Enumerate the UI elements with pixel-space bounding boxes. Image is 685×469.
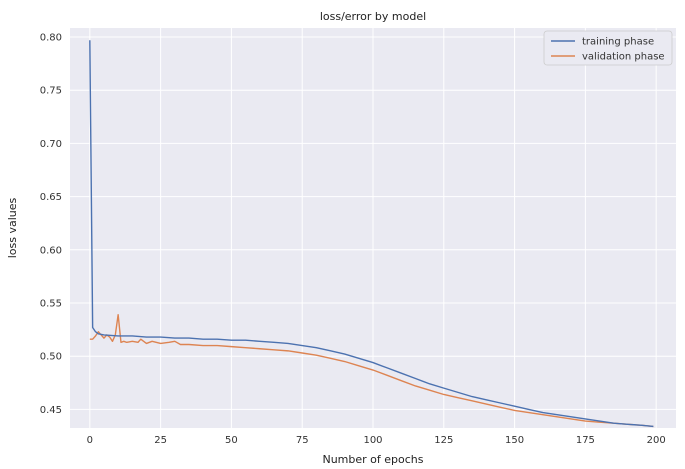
legend-box [543,30,673,66]
x-tick-label: 125 [434,435,453,446]
chart-title: loss/error by model [320,10,426,23]
y-tick-label: 0.45 [40,405,62,416]
legend: training phase validation phase [543,30,673,66]
x-tick-label: 200 [647,435,666,446]
x-axis-label: Number of epochs [322,453,423,466]
y-tick-label: 0.70 [40,139,62,150]
legend-label-validation: validation phase [582,52,665,63]
y-tick-label: 0.60 [40,245,62,256]
y-tick-label: 0.80 [40,33,62,44]
x-tick-label: 25 [154,435,167,446]
y-tick-label: 0.50 [40,352,62,363]
y-axis-label: loss values [6,197,19,258]
series-line-training-phase [89,40,654,428]
tick-labels: 0 25 50 75 100 125 150 175 200 0.45 0.50 0.55 0.60 0.… [40,33,666,446]
y-tick-label: 0.65 [40,192,62,203]
y-tick-label: 0.55 [40,299,62,310]
x-tick-label: 50 [225,435,238,446]
x-tick-label: 100 [363,435,382,446]
series-lines [89,40,654,428]
x-tick-label: 150 [505,435,524,446]
legend-label-training: training phase [582,37,654,48]
y-tick-label: 0.75 [40,86,62,97]
grid-lines [70,28,676,428]
x-tick-label: 175 [576,435,595,446]
x-tick-label: 75 [296,435,309,446]
series-line-validation-phase [89,314,654,428]
x-tick-label: 0 [87,435,93,446]
